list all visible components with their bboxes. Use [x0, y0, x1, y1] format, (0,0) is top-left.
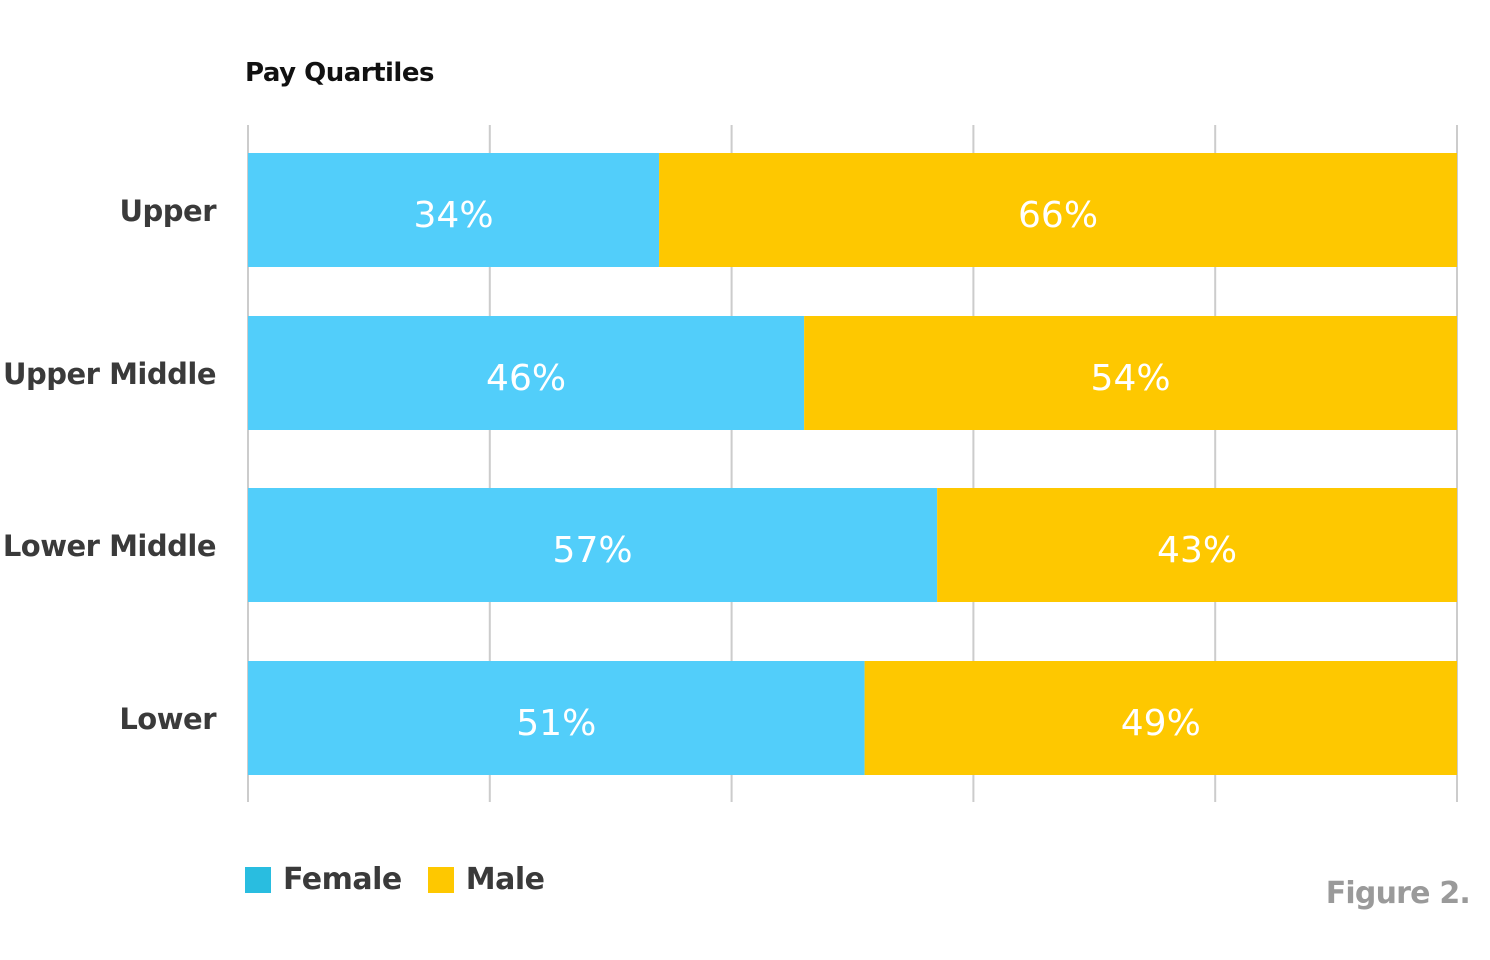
legend-label-female: Female	[283, 862, 402, 897]
data-label: 54%	[1091, 358, 1171, 399]
legend: Female Male	[245, 862, 571, 897]
category-label: Lower Middle	[3, 529, 216, 563]
bar-segment-male	[659, 153, 1457, 267]
data-label: 66%	[1018, 195, 1098, 236]
data-label: 43%	[1157, 530, 1237, 571]
data-label: 51%	[516, 703, 596, 744]
bar-segment-female	[248, 488, 938, 602]
data-label: 49%	[1121, 703, 1201, 744]
bar-segment-female	[248, 316, 805, 430]
bar-segment-male	[937, 488, 1457, 602]
data-label: 57%	[553, 530, 633, 571]
bar-segment-male	[804, 316, 1457, 430]
legend-swatch-female	[245, 866, 271, 893]
legend-item-female: Female	[245, 862, 402, 897]
data-label: 34%	[414, 195, 494, 236]
data-label: 46%	[486, 358, 566, 399]
legend-item-male: Male	[427, 862, 545, 897]
legend-label-male: Male	[465, 862, 545, 897]
bar-segment-female	[248, 661, 865, 775]
category-label: Upper Middle	[3, 357, 216, 391]
chart-title: Pay Quartiles	[245, 58, 434, 88]
figure-caption: Figure 2.	[1325, 876, 1471, 911]
bar-segment-male	[864, 661, 1457, 775]
category-label: Upper	[119, 194, 217, 228]
category-label: Lower	[119, 702, 217, 736]
legend-swatch-male	[427, 866, 454, 893]
bar-segment-female	[248, 153, 660, 267]
